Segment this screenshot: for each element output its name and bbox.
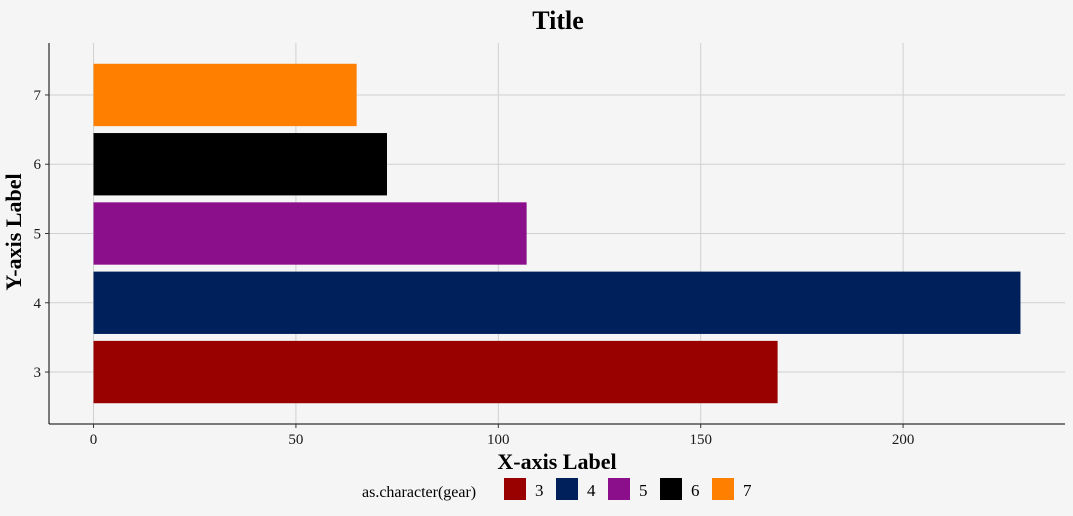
y-tick-label: 3	[34, 365, 42, 381]
bars	[93, 63, 1021, 404]
bar-3	[93, 340, 778, 404]
y-tick-label: 4	[34, 296, 42, 312]
x-tick-label: 150	[689, 432, 712, 448]
legend-label-4: 4	[587, 481, 596, 500]
legend-swatch-5	[608, 478, 630, 500]
legend-label-6: 6	[691, 481, 700, 500]
x-axis-label: X-axis Label	[497, 449, 616, 474]
chart-title: Title	[532, 6, 584, 35]
x-axis-ticks: 0 50 100 150 200	[90, 424, 915, 448]
bar-4	[93, 271, 1021, 334]
bar-5	[93, 202, 527, 265]
y-axis-ticks: 3 4 5 6 7	[34, 88, 49, 381]
x-tick-label: 50	[288, 432, 303, 448]
y-tick-label: 6	[34, 157, 42, 173]
y-tick-label: 7	[34, 88, 42, 104]
x-tick-label: 100	[487, 432, 510, 448]
legend-swatch-4	[556, 478, 578, 500]
legend-swatch-7	[712, 478, 734, 500]
legend-items: 3 4 5 6 7	[504, 478, 752, 500]
y-tick-label: 5	[34, 227, 42, 243]
legend-swatch-6	[660, 478, 682, 500]
x-tick-label: 0	[90, 432, 98, 448]
y-axis-label: Y-axis Label	[1, 173, 26, 290]
bar-7	[93, 63, 357, 127]
legend-label-7: 7	[743, 481, 752, 500]
legend-swatch-3	[504, 478, 526, 500]
x-tick-label: 200	[892, 432, 915, 448]
bar-6	[93, 133, 387, 196]
legend-label-3: 3	[535, 481, 544, 500]
legend: as.character(gear) 3 4 5 6 7	[362, 478, 752, 501]
legend-title: as.character(gear)	[362, 484, 476, 501]
legend-label-5: 5	[639, 481, 648, 500]
